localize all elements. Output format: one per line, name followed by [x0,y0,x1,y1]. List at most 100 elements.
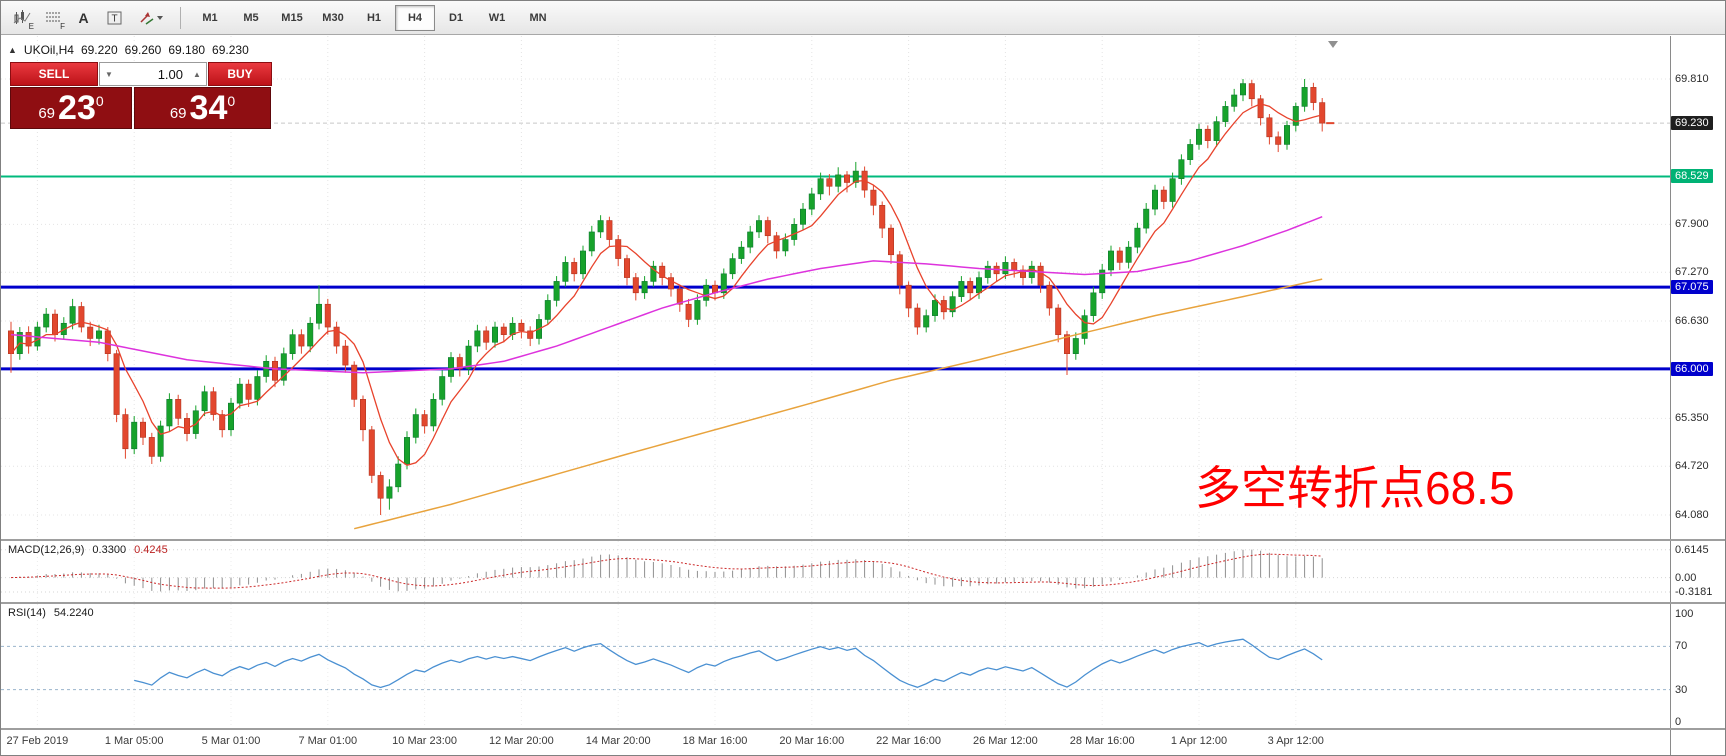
symbol-marker-icon: ▲ [8,45,17,55]
buy-button[interactable]: BUY [208,62,272,86]
buy-price-sup: 0 [227,93,236,109]
rsi-panel: RSI(14) 54.2240 [1,604,1725,728]
ohlc-low: 69.180 [168,43,206,57]
timeframe-button-h1[interactable]: H1 [366,11,382,24]
symbol-name: UKOil,H4 [23,43,74,57]
toolbar-separator [180,6,181,29]
buy-button-label: BUY [227,67,253,81]
rsi-header: RSI(14) 54.2240 [8,607,94,619]
price-axis[interactable]: 69.810 69.230 68.529 67.900 67.270 67.075 66.6… [1670,36,1725,755]
timeframe-group: M1 M5 M15 M30 H1 H4 D1 W1 MN [190,4,558,31]
time-label: 12 Mar 20:00 [488,735,554,747]
price-label-67.075: 67.075 [1671,280,1713,295]
time-label: 22 Mar 16:00 [876,735,942,747]
macd-axis-label: -0.3181 [1675,586,1713,598]
time-label: 20 Mar 16:00 [779,735,845,747]
sell-button[interactable]: SELL [10,62,98,86]
chart-shift-marker [1328,41,1338,48]
chart-panel: ▲ UKOil,H4 69.220 69.260 69.180 69.230 S… [1,36,1725,539]
rsi-axis-label: 100 [1675,608,1694,620]
toolbar: E F A T M1 [1,1,1725,35]
time-label: 1 Apr 12:00 [1170,735,1228,747]
buy-price-prefix: 69 [169,105,187,122]
macd-axis-label: 0.6145 [1675,543,1709,556]
price-label-65.350: 65.350 [1675,412,1709,425]
label-glyph: T [107,11,121,24]
buy-price-big: 34 [189,89,228,127]
buy-price-display[interactable]: 69 34 0 [134,87,271,129]
rsi-chart[interactable] [1,604,1670,728]
timeframe-button-mn[interactable]: MN [529,11,547,24]
volume-down-icon: ▼ [105,69,113,79]
time-label: 18 Mar 16:00 [682,735,748,747]
macd-axis-label: 0.00 [1675,571,1697,584]
time-label: 27 Feb 2019 [6,735,69,747]
rsi-axis-label: 70 [1675,640,1688,653]
panel-splitter[interactable] [1,728,1725,730]
chart-annotation-text: 多空转折点68.5 [1195,462,1515,514]
volume-input[interactable]: 1.00 [157,66,183,82]
price-label-66.000: 66.000 [1671,361,1713,376]
macd-header: MACD(12,26,9) 0.3300 0.4245 [8,544,168,556]
rsi-axis-label: 0 [1675,716,1682,728]
timeframe-button-m30[interactable]: M30 [322,11,344,24]
ohlc-high: 69.260 [124,43,162,57]
panel-splitter[interactable] [1,602,1725,604]
time-label: 28 Mar 16:00 [1069,735,1135,747]
price-label-68.529: 68.529 [1671,169,1713,184]
volume-stepper: ▼ 1.00 ▲ [99,62,207,86]
rsi-axis-label: 30 [1675,683,1688,696]
sell-price-prefix: 69 [38,105,56,122]
macd-label: MACD(12,26,9) [8,544,85,556]
price-label-64.080: 64.080 [1675,508,1709,521]
symbol-ohlc-line: ▲ UKOil,H4 69.220 69.260 69.180 69.230 [8,43,249,57]
sell-button-label: SELL [38,67,70,81]
price-label-66.630: 66.630 [1675,314,1709,327]
price-label-69.230: 69.230 [1671,116,1713,131]
timeframe-button-m15[interactable]: M15 [281,11,303,24]
rsi-value: 54.2240 [53,607,94,619]
macd-value-signal: 0.4245 [134,544,168,556]
dropdown-caret-icon [157,15,163,20]
fibonacci-glyph [45,12,60,21]
timeframe-button-m5[interactable]: M5 [243,11,259,24]
one-click-trading-widget: SELL ▼ 1.00 ▲ BUY 69 23 [10,62,272,129]
rsi-label: RSI(14) [8,607,46,619]
time-label: 1 Mar 05:00 [104,735,164,747]
chart-tool-icon-e[interactable]: E [7,4,36,32]
volume-up-button[interactable]: ▲ [188,63,206,85]
time-label: 3 Apr 12:00 [1267,735,1324,747]
timeframe-button-m1[interactable]: M1 [202,11,218,24]
time-label: 7 Mar 01:00 [298,735,358,747]
arrows-tool-icon[interactable] [131,4,171,32]
sell-price-display[interactable]: 69 23 0 [10,87,132,129]
time-axis[interactable]: 27 Feb 2019 1 Mar 05:00 5 Mar 01:00 7 Mar 0… [1,730,1725,755]
svg-text:T: T [111,13,117,24]
timeframe-button-h4[interactable]: H4 [395,4,435,31]
volume-up-icon: ▲ [193,69,201,79]
ohlc-open: 69.220 [80,43,118,57]
timeframe-button-w1[interactable]: W1 [488,11,506,24]
macd-panel: MACD(12,26,9) 0.3300 0.4245 [1,541,1725,602]
macd-chart[interactable] [1,541,1670,602]
price-label-67.270: 67.270 [1675,266,1709,279]
sell-price-big: 23 [58,89,96,127]
price-label-69.810: 69.810 [1675,73,1709,85]
arrows-glyph [140,11,154,25]
time-label: 5 Mar 01:00 [201,735,261,747]
fibonacci-tool-icon-f[interactable]: F [38,4,67,32]
time-label: 10 Mar 23:00 [392,735,458,747]
label-tool-icon[interactable]: T [100,4,129,32]
macd-value-main: 0.3300 [92,544,127,556]
time-label: 26 Mar 12:00 [972,735,1038,747]
panel-splitter[interactable] [1,539,1725,541]
price-label-67.900: 67.900 [1675,218,1709,231]
volume-down-button[interactable]: ▼ [100,63,118,85]
price-label-64.720: 64.720 [1675,460,1709,473]
candlestick-chart[interactable] [1,36,1670,539]
sell-price-sup: 0 [95,93,104,109]
timeframe-button-d1[interactable]: D1 [448,11,464,24]
ohlc-close: 69.230 [212,43,249,57]
text-tool-icon[interactable]: A [78,9,89,26]
